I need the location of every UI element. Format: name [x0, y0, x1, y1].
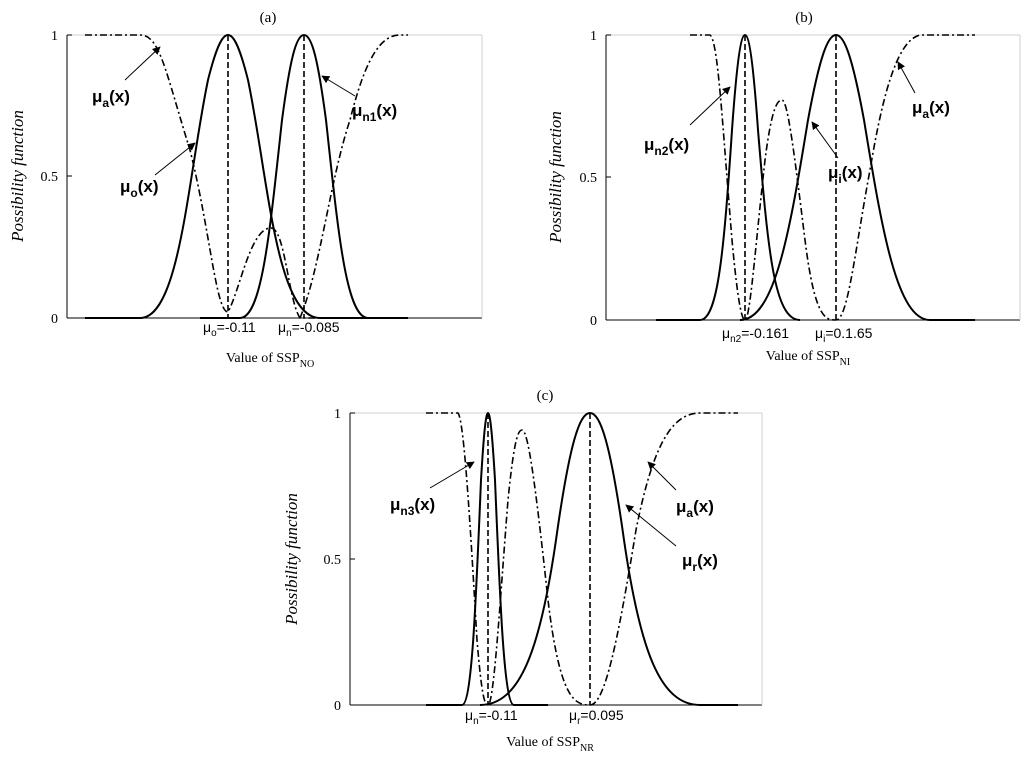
panel-a-xlabel: Value of SSPNO: [226, 351, 314, 370]
panel-b-ytick-label-1: 1: [590, 29, 597, 44]
panel-a-curve-mu-a: [85, 34, 408, 319]
panel-b-annotation-mu-a: μa(x): [912, 98, 950, 121]
panel-a-arrow-mu-n1: [321, 75, 356, 97]
panel-b-title: (b): [795, 10, 813, 26]
panel-b-annotation-mu-i: μi(x): [828, 163, 863, 186]
panel-c-mean-label-n: μn=-0.11: [465, 707, 518, 727]
panel-b-arrow-mu-i: [811, 121, 839, 159]
panel-c-arrow-mu-r: [625, 504, 677, 547]
panel-b-ylabel: Possibility function: [546, 111, 565, 244]
panel-c-annotation-mu-r: μr(x): [682, 551, 718, 574]
panel-c-arrow-mu-a: [647, 461, 677, 491]
panel-a-curve-mu-n1: [200, 33, 408, 319]
panel-a-annotation-mu-o: μo(x): [120, 177, 159, 200]
panel-b-curve-mu-a: [690, 34, 975, 321]
panel-a-title: (a): [260, 10, 277, 26]
panel-b-annotation-mu-n2: μn2(x): [644, 135, 689, 158]
panel-a-mean-label-n: μn=-0.085: [278, 319, 340, 339]
panel-c: (c) 0 0.5 1 Possibility function μn=-0.1…: [282, 388, 763, 754]
panel-c-xlabel: Value of SSPNR: [506, 735, 594, 754]
panel-b-ytick-label-0: 0: [590, 314, 597, 329]
panel-b-arrow-mu-a: [897, 61, 916, 94]
panel-c-annotation-mu-a: μa(x): [676, 497, 714, 520]
panel-a-arrow-mu-o: [154, 142, 196, 176]
panel-c-ytick-label-0: 0: [334, 699, 341, 714]
panel-b-xlabel: Value of SSPNI: [766, 349, 850, 368]
panel-a-arrow-mu-a: [124, 46, 161, 81]
panel-b-arrow-mu-n2: [689, 86, 731, 126]
panel-b-mean-label-n2: μn2=-0.161: [722, 325, 789, 345]
panel-a-ytick-label-1: 1: [51, 29, 58, 44]
panel-c-ytick-label-1: 1: [334, 407, 341, 422]
panel-c-mean-label-r: μr=0.095: [569, 707, 624, 727]
panel-a-mean-label-o: μo=-0.11: [203, 319, 256, 339]
panel-c-ytick-label-05: 0.5: [324, 553, 342, 568]
panel-b-mean-label-i: μi=0.1.65: [815, 325, 873, 345]
panel-c-arrow-mu-n3: [429, 461, 475, 489]
panel-c-ylabel: Possibility function: [282, 493, 301, 626]
panel-c-annotation-mu-n3: μn3(x): [390, 495, 435, 518]
panel-b: (b) 0 0.5 1 Possibility function μn2=-0.…: [546, 10, 1021, 368]
panel-a-ylabel: Possibility function: [8, 110, 27, 243]
panel-a-curve-mu-o: [85, 33, 408, 319]
panel-b-ytick-label-05: 0.5: [580, 171, 598, 186]
panel-a-ytick-label-05: 0.5: [41, 170, 59, 185]
panel-a-annotation-mu-a: μa(x): [92, 87, 130, 110]
panel-b-curve-mu-n2: [656, 33, 801, 321]
panel-a-ytick-label-0: 0: [51, 312, 58, 327]
panel-c-curve-mu-a: [426, 412, 738, 706]
panel-a-annotation-mu-n1: μn1(x): [352, 101, 397, 124]
panel-c-title: (c): [537, 388, 554, 404]
panel-a: (a) 0 0.5 1 Possibility function μo=-0.1…: [8, 10, 483, 370]
